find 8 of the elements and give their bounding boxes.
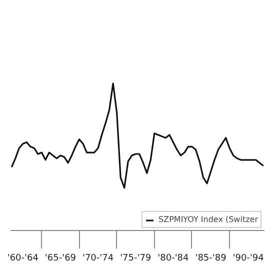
x-tick-label: '75-'79 [120, 254, 152, 264]
x-tick-label: '85-'89 [195, 254, 227, 264]
x-tick-label: '90-'94 [232, 254, 264, 264]
x-tick-label: '80-'84 [158, 254, 190, 264]
x-tick-label: '65-'69 [44, 254, 76, 264]
x-tick-label: '70-'74 [82, 254, 114, 264]
legend-label: SZPMIYOY Index (Switzer [158, 215, 258, 224]
x-tick-label: '60-'64 [7, 254, 39, 264]
